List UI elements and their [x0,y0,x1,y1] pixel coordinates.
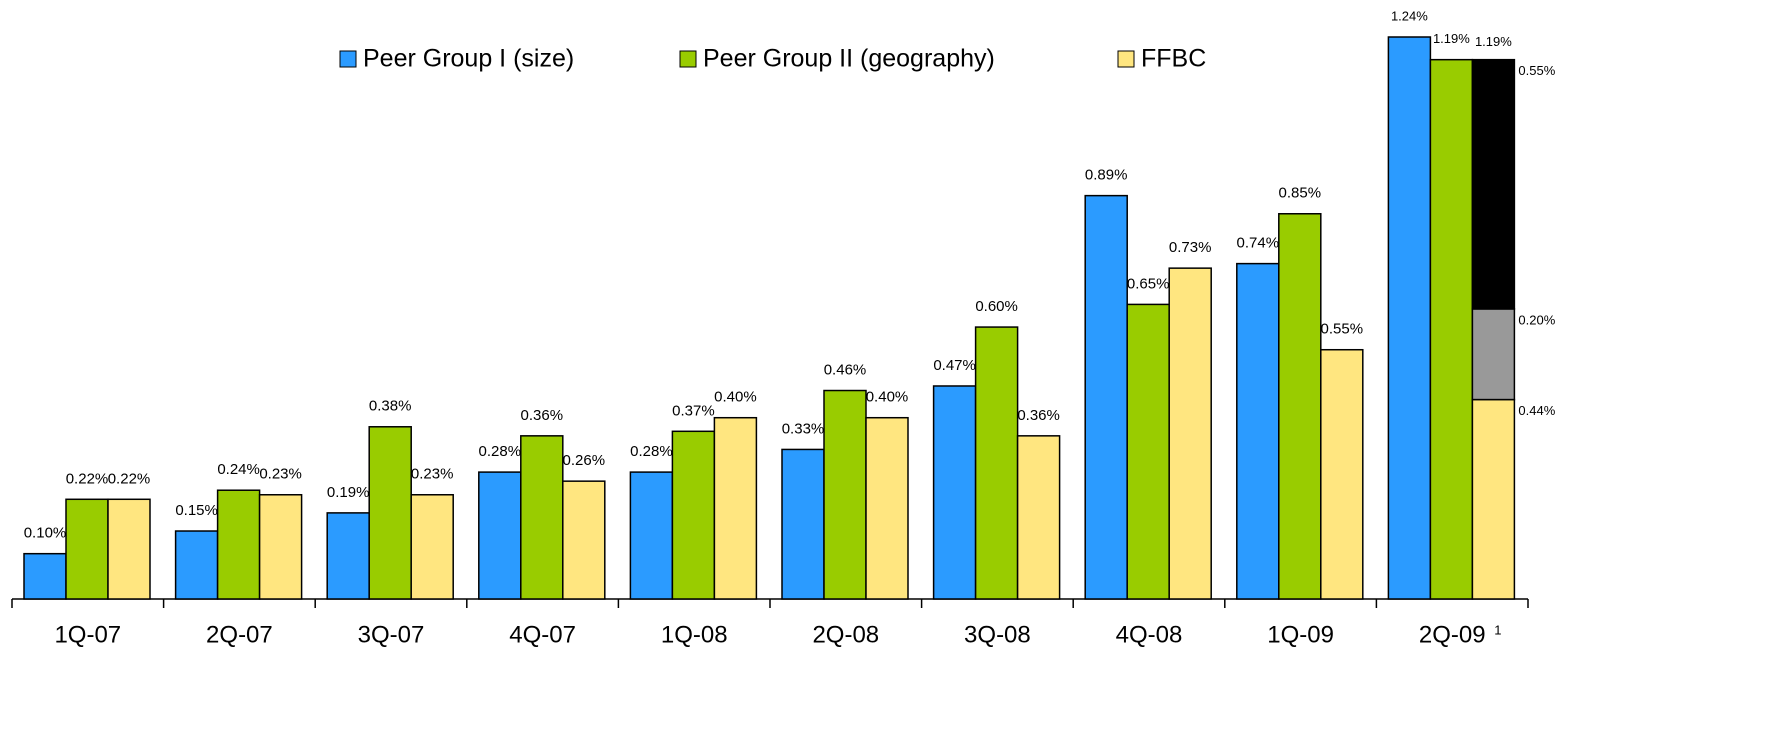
legend-swatch [1117,50,1135,68]
x-tick-label: 1Q-08 [661,621,728,648]
data-label: 0.36% [1017,407,1060,424]
legend-label: FFBC [1141,45,1206,73]
data-label: 0.60% [975,298,1018,315]
x-tick-label: 1Q-07 [54,621,121,648]
data-label: 0.23% [411,466,454,483]
bar [974,326,1019,600]
data-label: 1.19% [1433,31,1470,46]
x-tick-label: 3Q-07 [358,621,425,648]
data-label: 0.10% [24,525,67,542]
data-label: 0.24% [217,461,260,478]
x-tick-label: 4Q-07 [509,621,576,648]
bar [410,494,454,600]
x-tick-label: 2Q-08 [812,621,879,648]
bar [1320,348,1364,600]
data-label: 0.47% [933,357,976,374]
bar [1126,303,1170,600]
data-label: 0.36% [521,407,564,424]
data-label: 0.37% [672,402,715,419]
data-label: 0.44% [1518,403,1555,418]
legend-swatch [679,50,697,68]
data-label: 0.28% [630,443,673,460]
bar [520,435,564,600]
stack-segment [1471,58,1516,310]
data-label: 0.28% [479,443,522,460]
data-label: 0.55% [1321,321,1364,338]
bar [326,512,370,600]
bar [671,430,716,600]
legend-swatch [339,50,357,68]
data-label: 0.22% [66,470,109,487]
bar [174,530,219,600]
data-label: 1.24% [1391,8,1428,23]
x-tick-label: 4Q-08 [1116,621,1183,648]
x-tick-label: 2Q-09 [1419,621,1486,648]
bar [865,416,909,600]
data-label: 0.40% [714,389,757,406]
bar [562,480,606,600]
bar [1168,267,1212,600]
bar [258,494,303,600]
bar [629,471,674,600]
data-label: 0.65% [1127,275,1170,292]
category-note: 1 [1494,622,1501,637]
bar [478,471,522,600]
data-label: 0.19% [327,484,370,501]
bar [1236,262,1280,600]
data-label: 0.74% [1237,235,1280,252]
data-label: 0.85% [1279,185,1322,202]
data-label: 0.22% [108,470,151,487]
data-label: 0.73% [1169,239,1212,256]
legend-label: Peer Group I (size) [363,45,574,73]
data-label: 0.46% [824,361,867,378]
data-label: 0.20% [1518,312,1555,327]
data-label: 0.38% [369,398,412,415]
bar [1429,58,1474,600]
data-label: 0.15% [175,502,218,519]
data-label: 0.89% [1085,167,1128,184]
bar [368,426,412,600]
data-label: 0.26% [563,452,606,469]
bar [932,385,977,600]
bar [781,448,825,600]
bar [823,389,867,600]
data-label: 0.55% [1518,63,1555,78]
bar [65,498,109,600]
bar [107,498,151,600]
bar [1387,36,1432,600]
bar [1016,435,1061,600]
stack-total-label: 1.19% [1475,34,1512,49]
bar [216,489,261,600]
legend-label: Peer Group II (geography) [703,45,995,73]
data-label: 0.23% [259,466,302,483]
bar [23,552,67,600]
x-tick-label: 2Q-07 [206,621,273,648]
stack-segment [1471,308,1516,401]
data-label: 0.33% [782,420,825,437]
bar [713,416,758,600]
x-tick-label: 3Q-08 [964,621,1031,648]
bar [1278,213,1322,600]
x-tick-label: 1Q-09 [1267,621,1334,648]
data-label: 0.40% [866,389,909,406]
bar [1471,398,1516,600]
bar [1084,194,1128,600]
